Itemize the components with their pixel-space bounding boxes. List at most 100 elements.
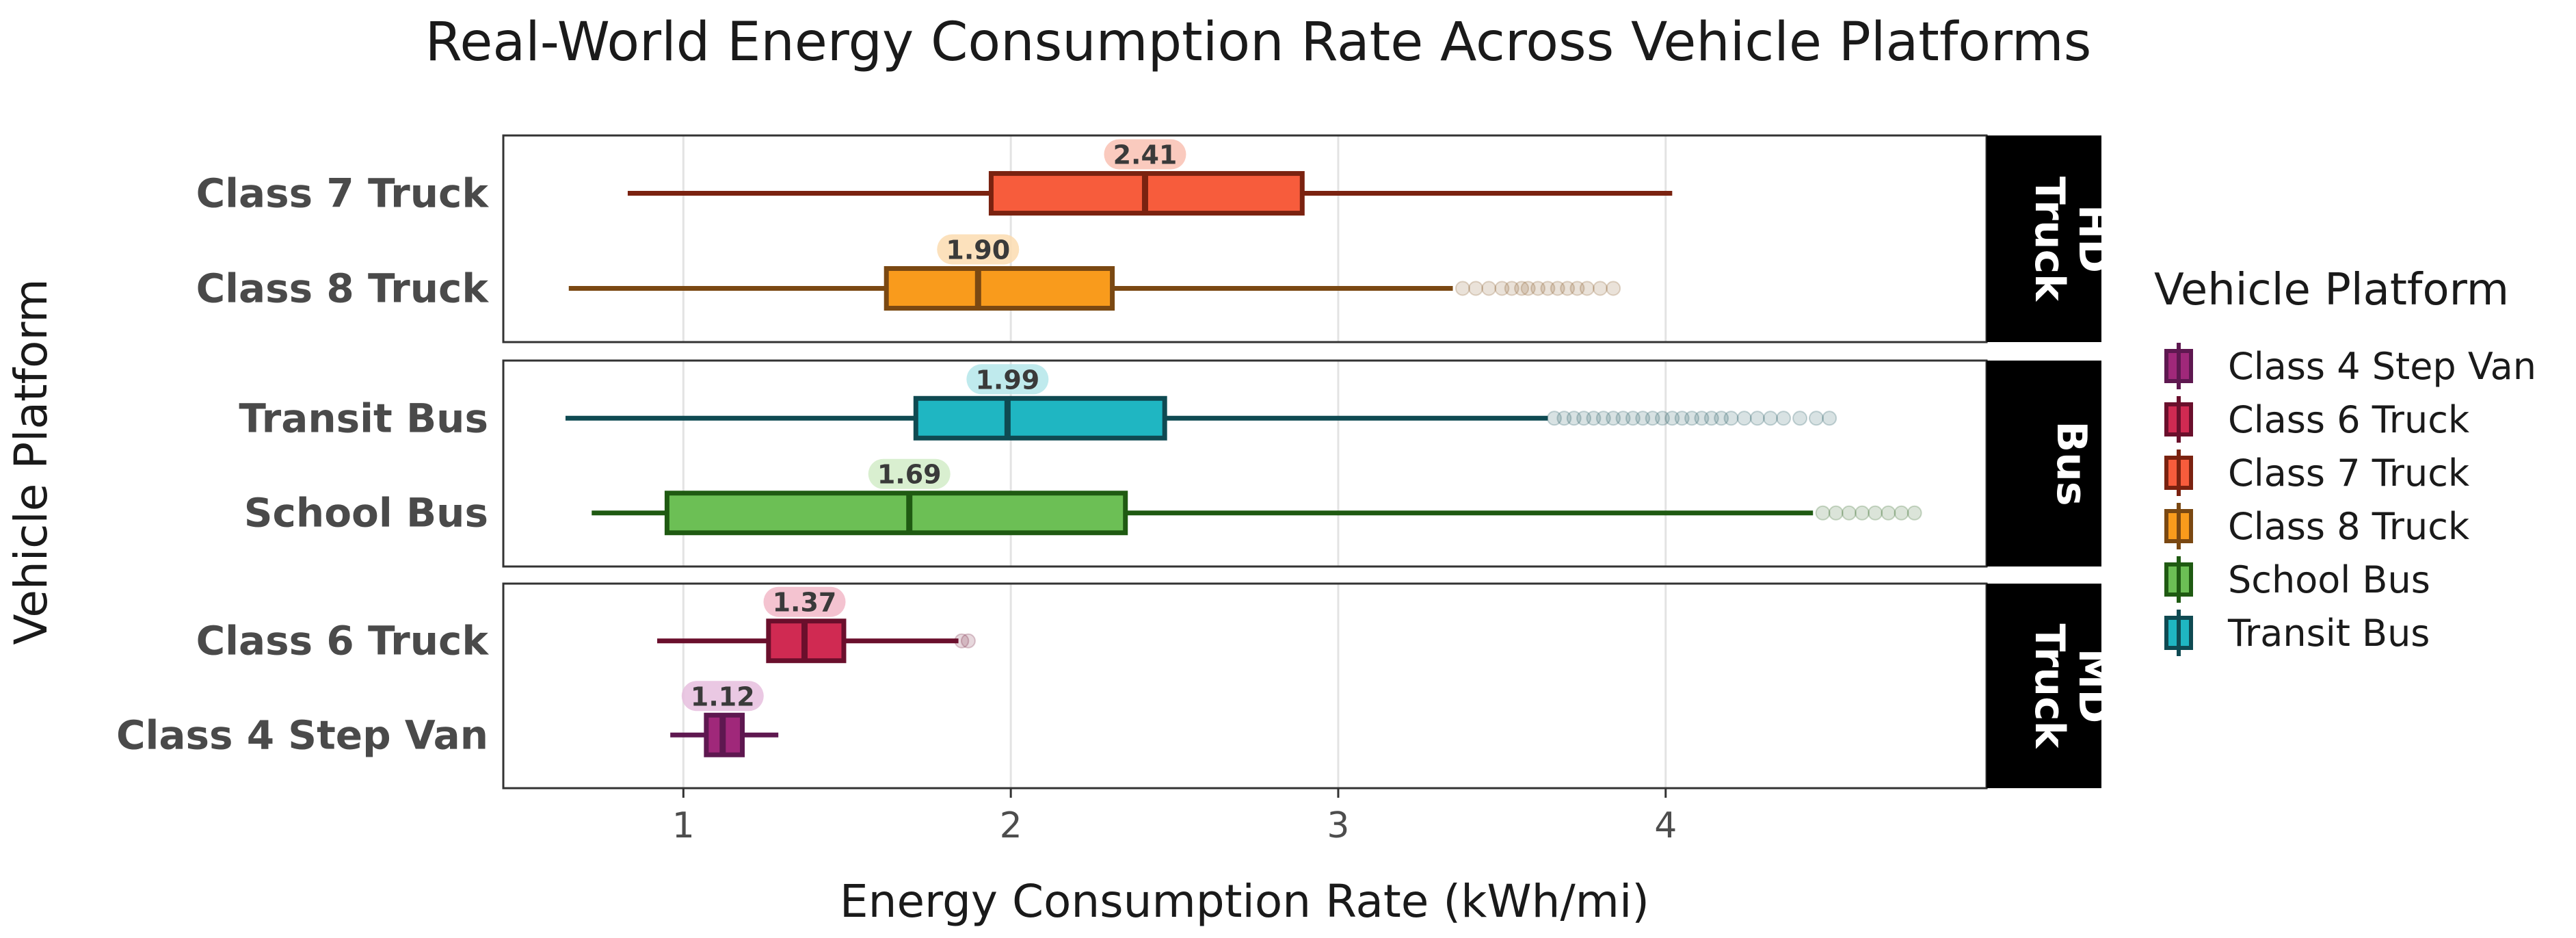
legend: Vehicle Platform Class 4 Step Van Class 6… <box>2154 265 2536 656</box>
box-transit-bus-outlier-2 <box>1566 411 1582 426</box>
box-transit-bus-outlier-14 <box>1684 411 1700 426</box>
legend-item-class-7-truck-label: Class 7 Truck <box>2228 452 2470 495</box>
box-transit-bus-outlier-19 <box>1736 411 1752 426</box>
legend-item-class-6-truck: Class 6 Truck <box>2164 396 2470 443</box>
legend-item-class-4-step-van-label: Class 4 Step Van <box>2228 345 2536 388</box>
category-label-school-bus: School Bus <box>244 490 488 536</box>
box-class-6-truck: 1.37 <box>657 586 976 664</box>
box-transit-bus: 1.99 <box>565 364 1837 441</box>
box-class-8-truck-outlier-4 <box>1504 281 1519 296</box>
category-label-class-8-truck: Class 8 Truck <box>196 265 490 311</box>
box-school-bus-outlier-7 <box>1907 505 1922 521</box>
box-class-8-truck-outlier-2 <box>1481 281 1497 296</box>
box-transit-bus-outlier-18 <box>1723 411 1739 426</box>
facet-hd-truck-strip <box>1987 135 2101 342</box>
box-class-8-truck-outlier-14 <box>1606 281 1621 296</box>
legend-item-class-4-step-van: Class 4 Step Van <box>2164 343 2536 389</box>
legend-items: Class 4 Step Van Class 6 Truck Class 7 Tru… <box>2164 343 2536 656</box>
box-transit-bus-outlier-8 <box>1625 411 1641 426</box>
facet-md-truck-strip-label-1: Truck <box>2026 623 2073 749</box>
legend-item-class-8-truck: Class 8 Truck <box>2164 503 2470 549</box>
box-transit-bus-outlier-13 <box>1674 411 1690 426</box>
box-school-bus-median-label: 1.69 <box>877 460 942 490</box>
facet-bus-strip-label-0: Bus <box>2047 421 2095 506</box>
legend-item-transit-bus-label: Transit Bus <box>2227 612 2430 655</box>
box-class-8-truck-outlier-7 <box>1530 281 1546 296</box>
box-class-6-truck-outlier-1 <box>960 633 976 649</box>
box-transit-bus-outlier-4 <box>1586 411 1602 426</box>
box-transit-bus-outlier-5 <box>1595 411 1611 426</box>
legend-item-school-bus-label: School Bus <box>2228 558 2430 601</box>
box-school-bus-outlier-6 <box>1894 505 1909 521</box>
box-transit-bus-median-badge <box>966 364 1049 395</box>
category-label-class-6-truck: Class 6 Truck <box>196 618 490 664</box>
box-school-bus-outlier-2 <box>1841 505 1857 521</box>
box-class-8-truck-outlier-13 <box>1593 281 1608 296</box>
box-class-4-step-van-median-label: 1.12 <box>691 681 755 712</box>
facet-md-truck-strip <box>1987 584 2101 788</box>
box-class-8-truck: 1.90 <box>568 234 1621 311</box>
legend-item-class-7-truck: Class 7 Truck <box>2164 450 2470 496</box>
y-axis-title: Vehicle Platform <box>5 278 57 644</box>
box-class-4-step-van-median-badge <box>681 681 764 712</box>
facet-hd-truck-panel <box>503 135 1987 342</box>
box-transit-bus-outlier-12 <box>1664 411 1680 426</box>
box-class-8-truck-median-label: 1.90 <box>946 235 1010 265</box>
box-class-8-truck-iqr <box>884 265 1115 311</box>
chart-title: Real-World Energy Consumption Rate Acros… <box>425 12 2092 73</box>
facet-md-truck-strip-label-0: MD <box>2069 649 2117 724</box>
box-transit-bus-outlier-17 <box>1714 411 1729 426</box>
box-transit-bus-outlier-7 <box>1615 411 1631 426</box>
box-class-8-truck-outlier-12 <box>1579 281 1595 296</box>
box-school-bus-outlier-4 <box>1868 505 1883 521</box>
legend-title: Vehicle Platform <box>2154 265 2509 315</box>
facet-md-truck: 1.37 Class 6 Truck 1.12 Class 4 Step Van MDT… <box>116 582 2117 790</box>
box-transit-bus-outlier-1 <box>1556 411 1572 426</box>
box-class-8-truck-outlier-8 <box>1540 281 1556 296</box>
box-transit-bus-median-label: 1.99 <box>975 365 1039 395</box>
legend-item-school-bus: School Bus <box>2164 556 2430 603</box>
x-tick-label-2: 2 <box>1000 805 1022 846</box>
box-class-8-truck-outlier-10 <box>1560 281 1576 296</box>
box-school-bus-outlier-3 <box>1855 505 1870 521</box>
box-transit-bus-outlier-15 <box>1694 411 1710 426</box>
x-tick-label-4: 4 <box>1654 805 1677 846</box>
box-class-8-truck-outlier-9 <box>1550 281 1565 296</box>
facet-bus-panel <box>503 361 1987 566</box>
box-class-8-truck-outlier-0 <box>1455 281 1470 296</box>
box-transit-bus-outlier-25 <box>1822 411 1837 426</box>
facet-bus-strip <box>1987 361 2101 566</box>
box-class-8-truck-outlier-6 <box>1520 281 1536 296</box>
box-class-6-truck-median-badge <box>763 586 846 617</box>
category-label-class-7-truck: Class 7 Truck <box>196 170 490 217</box>
x-tick-label-3: 3 <box>1327 805 1349 846</box>
box-transit-bus-outlier-20 <box>1749 411 1765 426</box>
box-class-8-truck-outlier-11 <box>1569 281 1585 296</box>
box-transit-bus-outlier-9 <box>1635 411 1651 426</box>
legend-item-class-6-truck-label: Class 6 Truck <box>2228 398 2470 441</box>
x-tick-label-1: 1 <box>672 805 695 846</box>
box-transit-bus-outlier-22 <box>1776 411 1792 426</box>
box-transit-bus-outlier-24 <box>1809 411 1824 426</box>
box-transit-bus-outlier-10 <box>1645 411 1660 426</box>
legend-item-transit-bus: Transit Bus <box>2164 610 2430 656</box>
box-class-7-truck-median-badge <box>1104 139 1186 170</box>
category-label-class-4-step-van: Class 4 Step Van <box>116 712 488 758</box>
box-class-4-step-van: 1.12 <box>670 681 779 757</box>
facet-hd-truck-strip-label-1: Truck <box>2026 177 2073 302</box>
x-axis-title: Energy Consumption Rate (kWh/mi) <box>840 875 1649 928</box>
box-school-bus-iqr <box>664 491 1128 536</box>
box-transit-bus-outlier-21 <box>1762 411 1778 426</box>
box-transit-bus-outlier-6 <box>1606 411 1621 426</box>
box-transit-bus-outlier-11 <box>1654 411 1670 426</box>
facet-bus: 1.99 Transit Bus 1.69 School Bus Bus <box>239 359 2101 568</box>
box-class-8-truck-outlier-3 <box>1494 281 1510 296</box>
facet-hd-truck-strip-label-0: HD <box>2069 205 2117 273</box>
box-school-bus-outlier-1 <box>1828 505 1844 521</box>
x-axis: 1 2 3 4 <box>672 788 1677 846</box>
box-school-bus-outlier-5 <box>1881 505 1896 521</box>
facet-hd-truck: 2.41 Class 7 Truck 1.90 Class 8 Truck HDTruc… <box>196 134 2117 343</box>
box-school-bus: 1.69 <box>592 458 1922 536</box>
